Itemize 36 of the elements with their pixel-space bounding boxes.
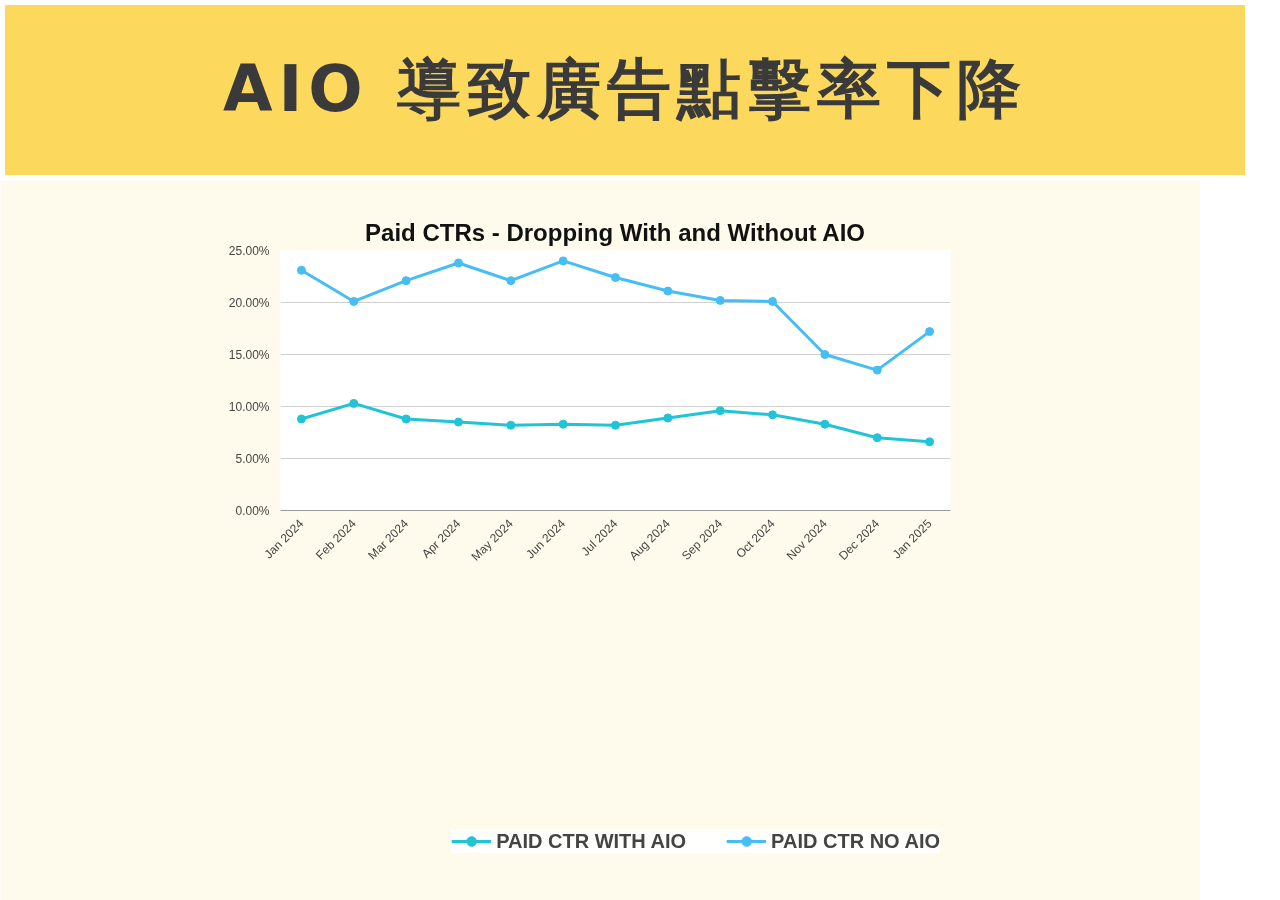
point	[296, 414, 306, 424]
point	[453, 417, 463, 427]
point	[349, 398, 359, 408]
point	[820, 350, 830, 359]
point	[715, 295, 725, 305]
point	[611, 420, 620, 430]
point	[558, 256, 568, 266]
y-tick-label: 10.00%	[228, 399, 270, 414]
point	[768, 296, 778, 306]
point	[768, 410, 778, 420]
point	[401, 414, 411, 424]
point	[611, 273, 620, 283]
point	[872, 365, 882, 375]
y-tick-label: 25.00%	[228, 243, 270, 258]
y-tick-label: 5.00%	[235, 451, 270, 466]
chart-subtitle: Paid CTRs - Dropping With and Without AIO	[365, 218, 866, 246]
legend-label: PAID CTR NO AIO	[771, 829, 940, 853]
point	[663, 413, 673, 423]
point	[506, 420, 516, 430]
y-tick-label: 20.00%	[228, 295, 270, 310]
point	[715, 406, 725, 416]
point	[925, 437, 935, 447]
point	[453, 258, 463, 268]
point	[872, 433, 882, 443]
y-tick-label: 0.00%	[235, 503, 270, 518]
point	[349, 296, 359, 306]
legend-label: PAID CTR WITH AIO	[496, 829, 687, 853]
point	[401, 276, 411, 286]
point	[506, 276, 516, 286]
point	[663, 286, 673, 296]
point	[925, 327, 935, 337]
point	[296, 265, 306, 275]
point	[558, 419, 568, 429]
y-tick-label: 15.00%	[228, 347, 270, 362]
chart-title: AIO 導致廣告點擊率下降	[222, 51, 1028, 129]
point	[820, 419, 830, 429]
